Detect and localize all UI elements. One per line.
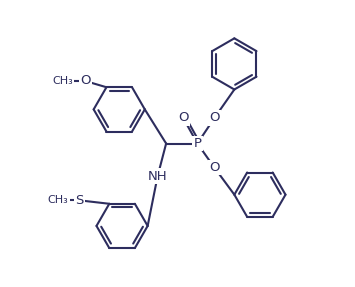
Text: NH: NH <box>148 170 168 183</box>
Text: O: O <box>209 161 220 174</box>
Text: P: P <box>193 137 201 150</box>
Text: O: O <box>80 74 91 88</box>
Text: CH₃: CH₃ <box>52 76 73 86</box>
Text: O: O <box>209 111 220 125</box>
Text: S: S <box>75 194 84 207</box>
Text: O: O <box>178 111 189 125</box>
Text: CH₃: CH₃ <box>48 195 69 205</box>
